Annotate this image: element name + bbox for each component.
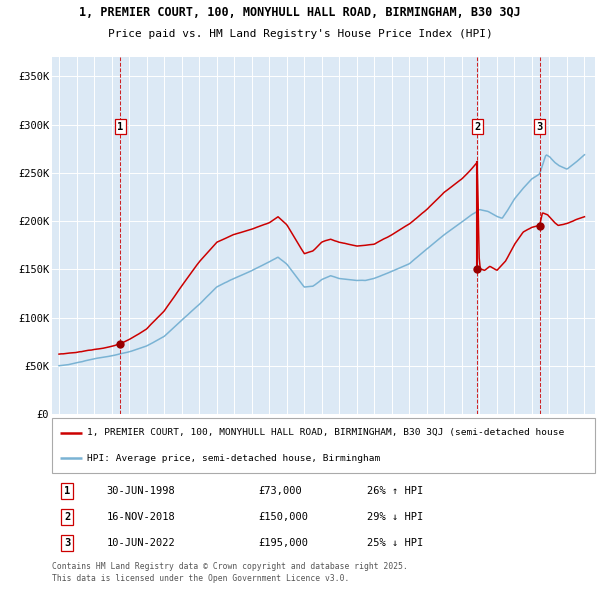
- Text: 16-NOV-2018: 16-NOV-2018: [106, 512, 175, 522]
- Text: 2: 2: [64, 512, 70, 522]
- Text: 25% ↓ HPI: 25% ↓ HPI: [367, 537, 423, 548]
- Text: 1: 1: [64, 486, 70, 496]
- Text: 3: 3: [536, 122, 543, 132]
- Text: 1: 1: [117, 122, 124, 132]
- Text: 2: 2: [474, 122, 481, 132]
- Text: 29% ↓ HPI: 29% ↓ HPI: [367, 512, 423, 522]
- Text: 1, PREMIER COURT, 100, MONYHULL HALL ROAD, BIRMINGHAM, B30 3QJ (semi-detached ho: 1, PREMIER COURT, 100, MONYHULL HALL ROA…: [87, 428, 565, 437]
- Text: This data is licensed under the Open Government Licence v3.0.: This data is licensed under the Open Gov…: [52, 574, 349, 583]
- FancyBboxPatch shape: [52, 418, 595, 473]
- Text: £195,000: £195,000: [259, 537, 308, 548]
- Text: Price paid vs. HM Land Registry's House Price Index (HPI): Price paid vs. HM Land Registry's House …: [107, 29, 493, 39]
- Text: £73,000: £73,000: [259, 486, 302, 496]
- Text: Contains HM Land Registry data © Crown copyright and database right 2025.: Contains HM Land Registry data © Crown c…: [52, 562, 408, 571]
- Text: 30-JUN-1998: 30-JUN-1998: [106, 486, 175, 496]
- Text: 10-JUN-2022: 10-JUN-2022: [106, 537, 175, 548]
- Text: 26% ↑ HPI: 26% ↑ HPI: [367, 486, 423, 496]
- Text: £150,000: £150,000: [259, 512, 308, 522]
- Text: HPI: Average price, semi-detached house, Birmingham: HPI: Average price, semi-detached house,…: [87, 454, 380, 463]
- Text: 1, PREMIER COURT, 100, MONYHULL HALL ROAD, BIRMINGHAM, B30 3QJ: 1, PREMIER COURT, 100, MONYHULL HALL ROA…: [79, 5, 521, 18]
- Text: 3: 3: [64, 537, 70, 548]
